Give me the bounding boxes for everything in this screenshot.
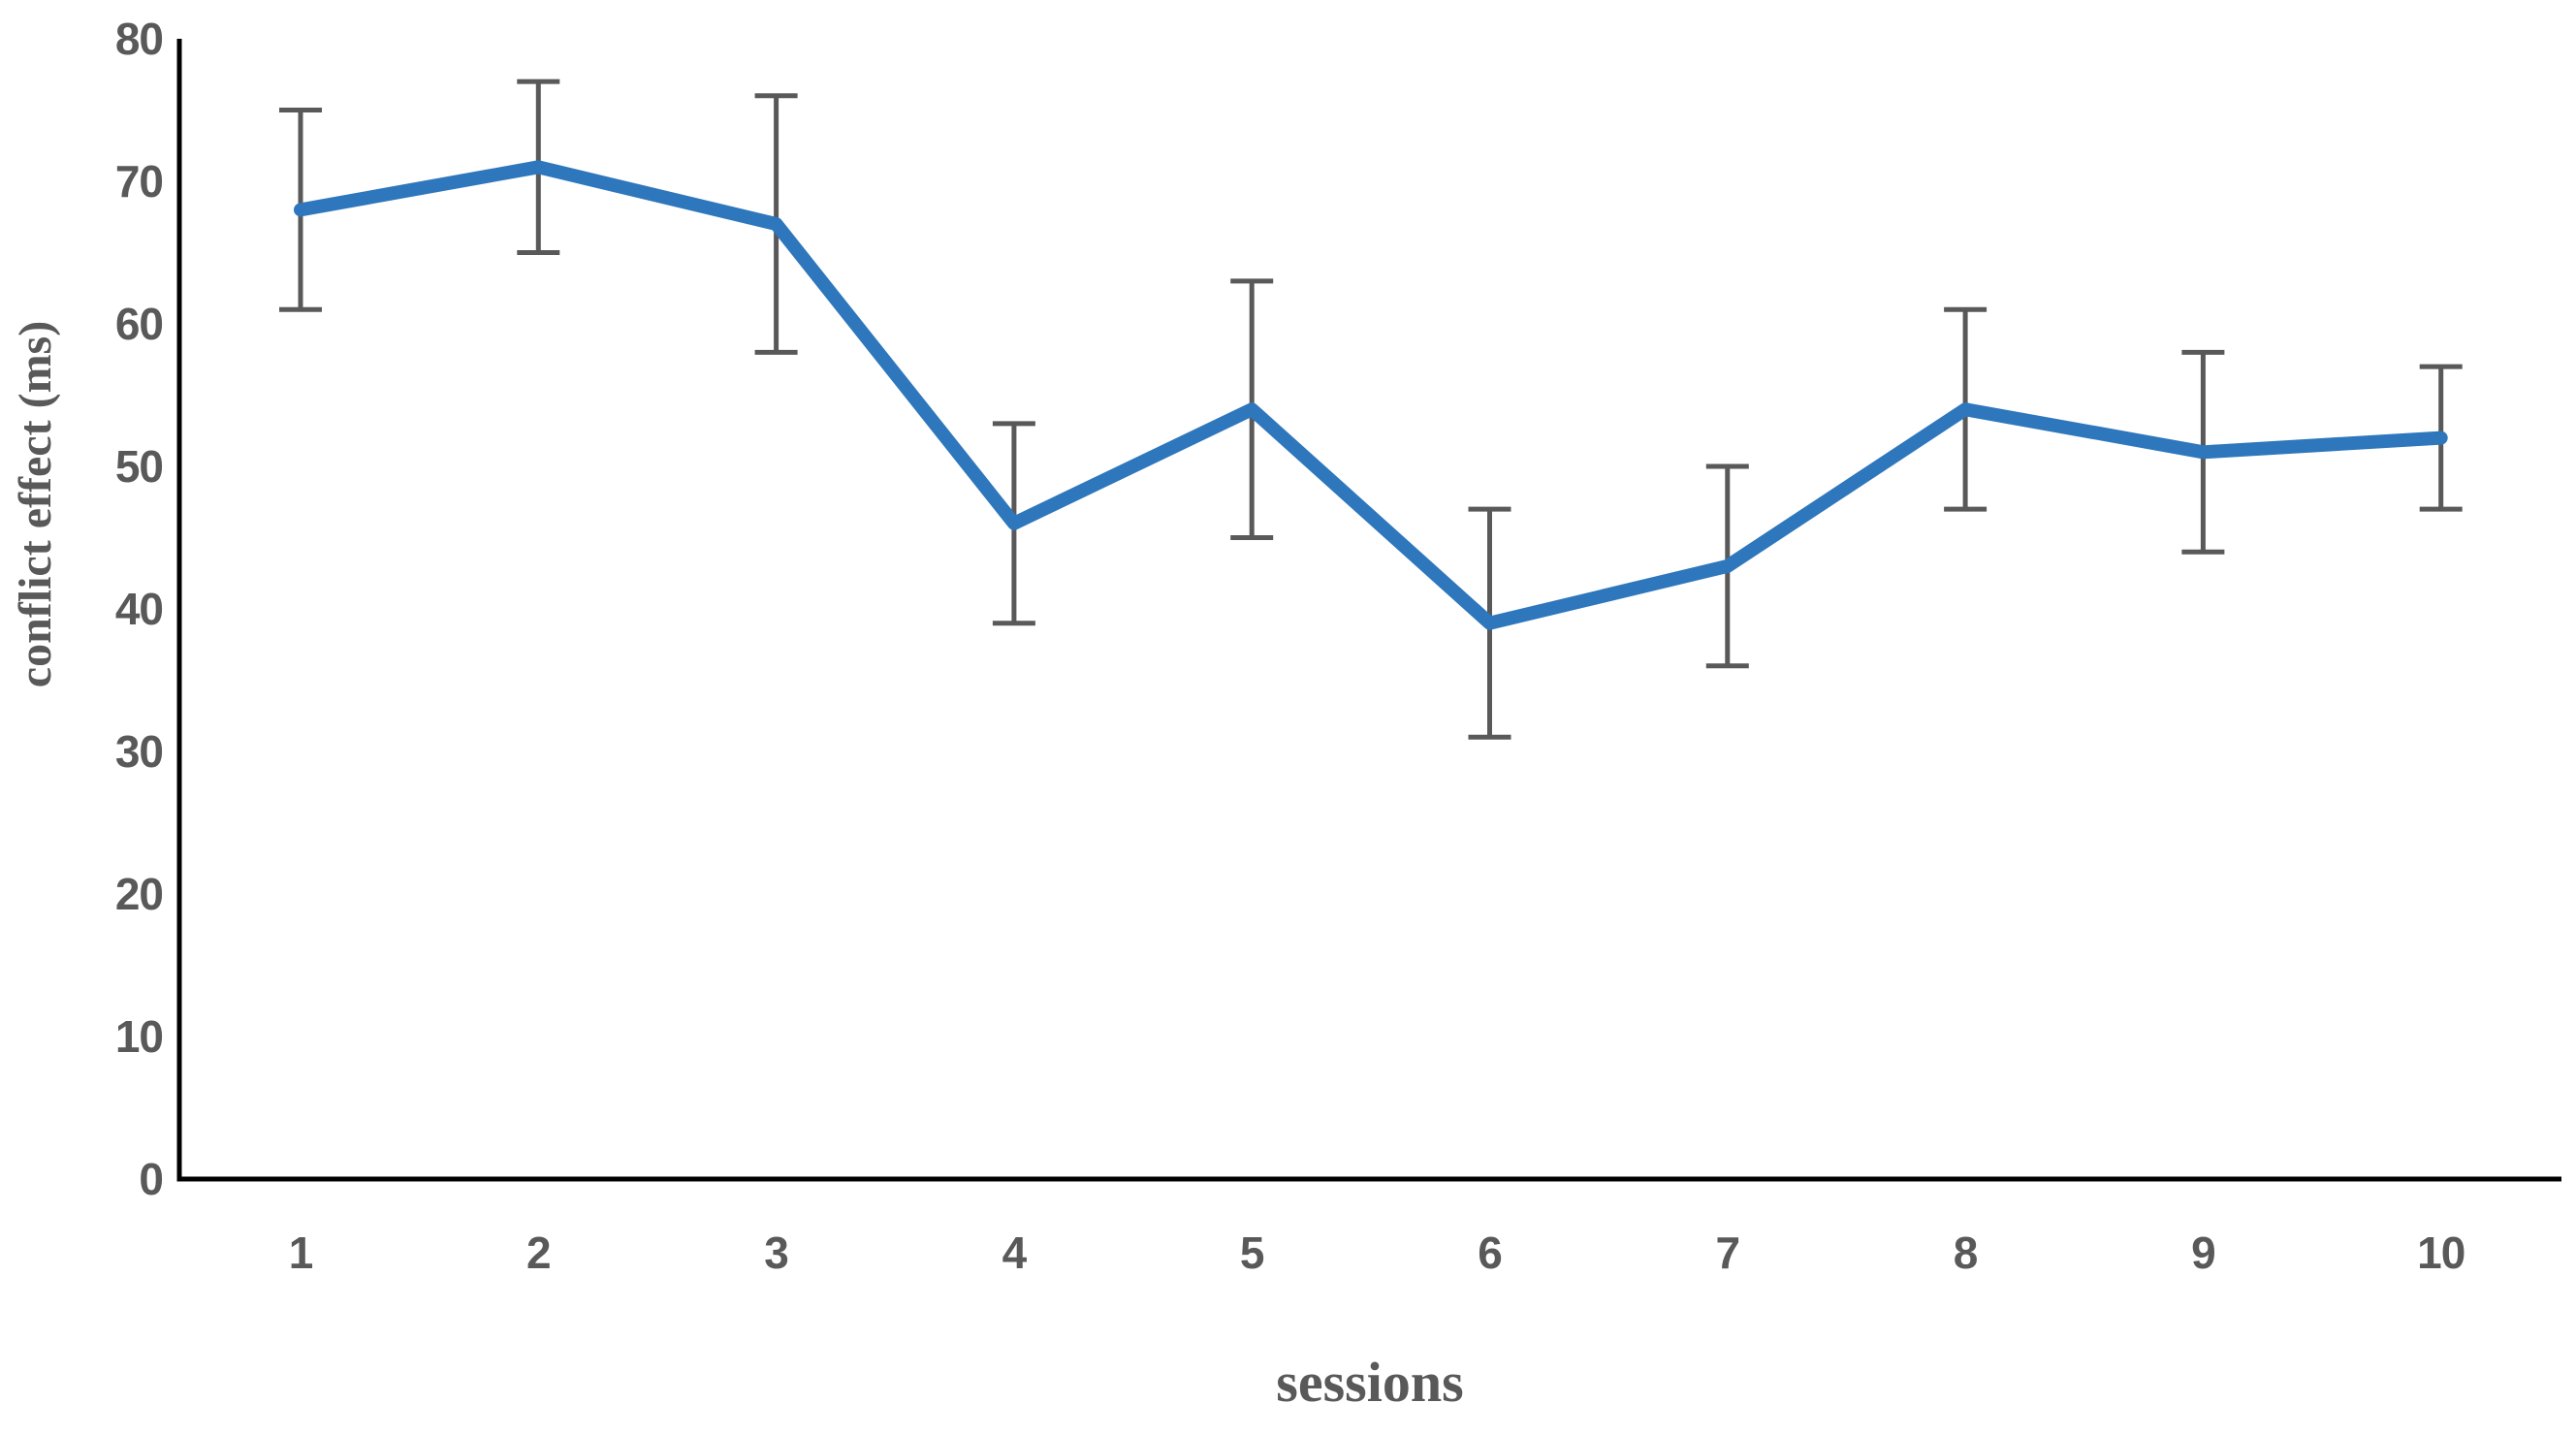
x-tick-label: 4 bbox=[1002, 1228, 1028, 1278]
x-tick-label: 6 bbox=[1478, 1228, 1502, 1278]
axes-group bbox=[176, 39, 2561, 1182]
x-tick-label: 7 bbox=[1716, 1228, 1740, 1278]
x-tick-label: 5 bbox=[1240, 1228, 1264, 1278]
x-axis-title: sessions bbox=[1276, 1351, 1463, 1414]
y-tick-label: 50 bbox=[115, 441, 163, 492]
y-axis-title: conflict effect (ms) bbox=[10, 321, 61, 687]
x-tick-label: 8 bbox=[1954, 1228, 1978, 1278]
series-lines-group bbox=[294, 160, 2448, 630]
data-line bbox=[294, 160, 2448, 630]
y-tick-label: 20 bbox=[115, 869, 163, 919]
tick-labels-group: 0 10 20 30 40 50 60 70 80 1 2 3 4 5 6 7 8 9 10 bbox=[115, 14, 2465, 1278]
y-tick-label: 30 bbox=[115, 726, 163, 777]
x-tick-label: 2 bbox=[526, 1228, 551, 1278]
x-tick-label: 10 bbox=[2417, 1228, 2465, 1278]
x-tick-label: 9 bbox=[2191, 1228, 2215, 1278]
y-tick-label: 70 bbox=[115, 156, 163, 207]
y-tick-label: 0 bbox=[139, 1154, 163, 1204]
y-tick-label: 40 bbox=[115, 584, 163, 634]
y-tick-label: 60 bbox=[115, 299, 163, 349]
y-tick-label: 80 bbox=[115, 14, 163, 64]
x-tick-label: 3 bbox=[764, 1228, 788, 1278]
x-tick-label: 1 bbox=[289, 1228, 313, 1278]
y-tick-label: 10 bbox=[115, 1011, 163, 1062]
